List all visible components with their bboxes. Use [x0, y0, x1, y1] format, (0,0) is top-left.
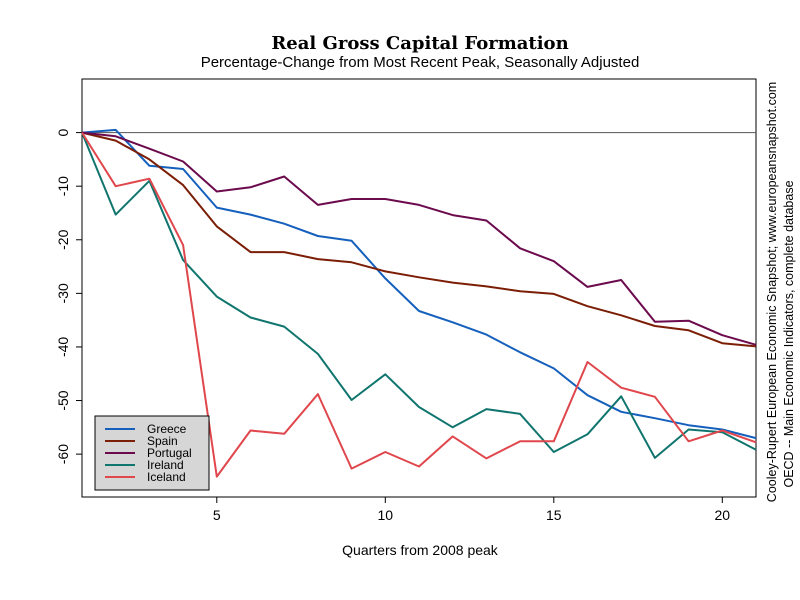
series-line-portugal	[81, 131, 757, 346]
legend-label-portugal: Portugal	[147, 446, 192, 460]
legend-label-iceland: Iceland	[147, 470, 186, 484]
y-tick-label: -20	[55, 229, 71, 249]
y-tick-label: -40	[55, 337, 71, 357]
chart-title: Real Gross Capital Formation	[271, 33, 568, 54]
series-line-greece	[81, 128, 757, 440]
series-layer	[81, 128, 757, 478]
y-tick-label: -10	[55, 176, 71, 196]
source-note-1: Cooley-Rupert European Economic Snapshot…	[765, 82, 779, 502]
legend-label-ireland: Ireland	[147, 458, 184, 472]
legend-label-spain: Spain	[147, 434, 178, 448]
y-axis: 0 -10 -20 -30 -40 -50 -60	[55, 128, 82, 464]
x-axis: 5 10 15 20	[213, 497, 730, 523]
x-tick-label: 20	[715, 507, 731, 523]
x-axis-label: Quarters from 2008 peak	[342, 542, 499, 558]
x-tick-label: 15	[546, 507, 562, 523]
y-tick-label: -30	[55, 283, 71, 303]
source-note-2: OECD -- Main Economic Indicators, comple…	[782, 180, 796, 487]
series-line-ireland	[81, 132, 757, 459]
x-tick-label: 10	[378, 507, 394, 523]
y-tick-label: 0	[55, 128, 71, 136]
series-line-iceland	[81, 132, 757, 478]
series-line-spain	[81, 131, 757, 348]
y-tick-label: -50	[55, 390, 71, 410]
plot-frame	[81, 78, 757, 498]
legend-label-greece: Greece	[147, 422, 187, 436]
chart-subtitle: Percentage-Change from Most Recent Peak,…	[201, 54, 640, 71]
y-tick-label: -60	[55, 444, 71, 464]
x-tick-label: 5	[213, 507, 221, 523]
